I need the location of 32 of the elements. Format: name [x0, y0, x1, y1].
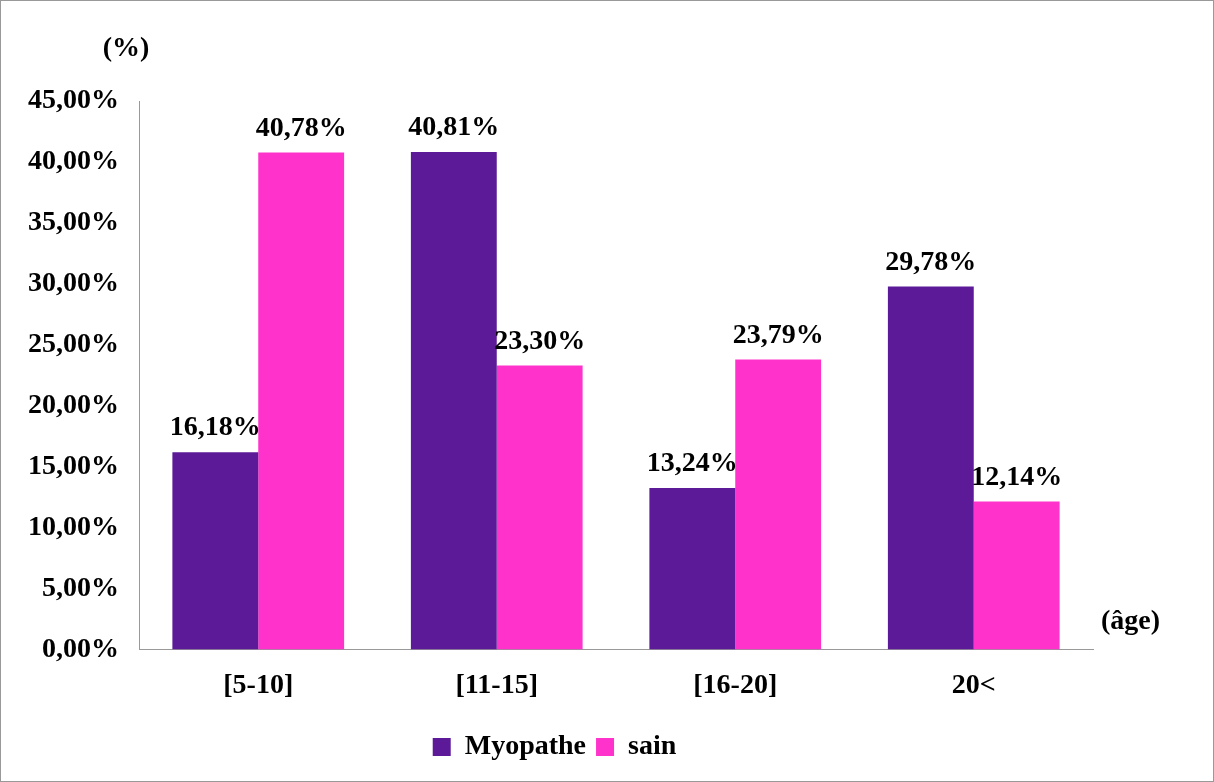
data-label: 29,78%: [885, 244, 977, 276]
y-tick-label: 45,00%: [28, 83, 119, 115]
y-tick-label: 15,00%: [28, 448, 119, 480]
bar: [258, 152, 345, 650]
bar: [973, 501, 1060, 650]
data-label: 23,79%: [732, 317, 824, 349]
y-tick-label: 20,00%: [28, 387, 119, 419]
bar: [649, 488, 736, 650]
y-tick-label: 10,00%: [28, 509, 119, 541]
x-tick-label: [16-20]: [693, 668, 778, 700]
legend-label: sain: [628, 729, 677, 761]
bar: [410, 152, 497, 650]
legend-label: Myopathe: [464, 729, 587, 761]
x-tick-label: [11-15]: [455, 668, 538, 700]
bar: [496, 365, 583, 650]
y-tick-label: 0,00%: [42, 631, 119, 663]
y-tick-label: 5,00%: [42, 570, 119, 602]
bar: [887, 286, 974, 650]
bar: [735, 359, 822, 650]
data-label: 13,24%: [646, 446, 738, 478]
x-tick-label: 20<: [951, 668, 996, 700]
data-label: 40,81%: [408, 110, 500, 142]
y-tick-label: 35,00%: [28, 205, 119, 237]
x-tick-label: [5-10]: [223, 668, 294, 700]
x-axis-title: (âge): [1101, 603, 1161, 635]
y-tick-label: 30,00%: [28, 266, 119, 298]
y-axis-title: (%): [102, 31, 150, 63]
y-tick-label: 25,00%: [28, 326, 119, 358]
y-tick-label: 40,00%: [28, 144, 119, 176]
bar: [172, 452, 259, 650]
data-label: 40,78%: [255, 110, 347, 142]
data-label: 16,18%: [169, 410, 261, 442]
